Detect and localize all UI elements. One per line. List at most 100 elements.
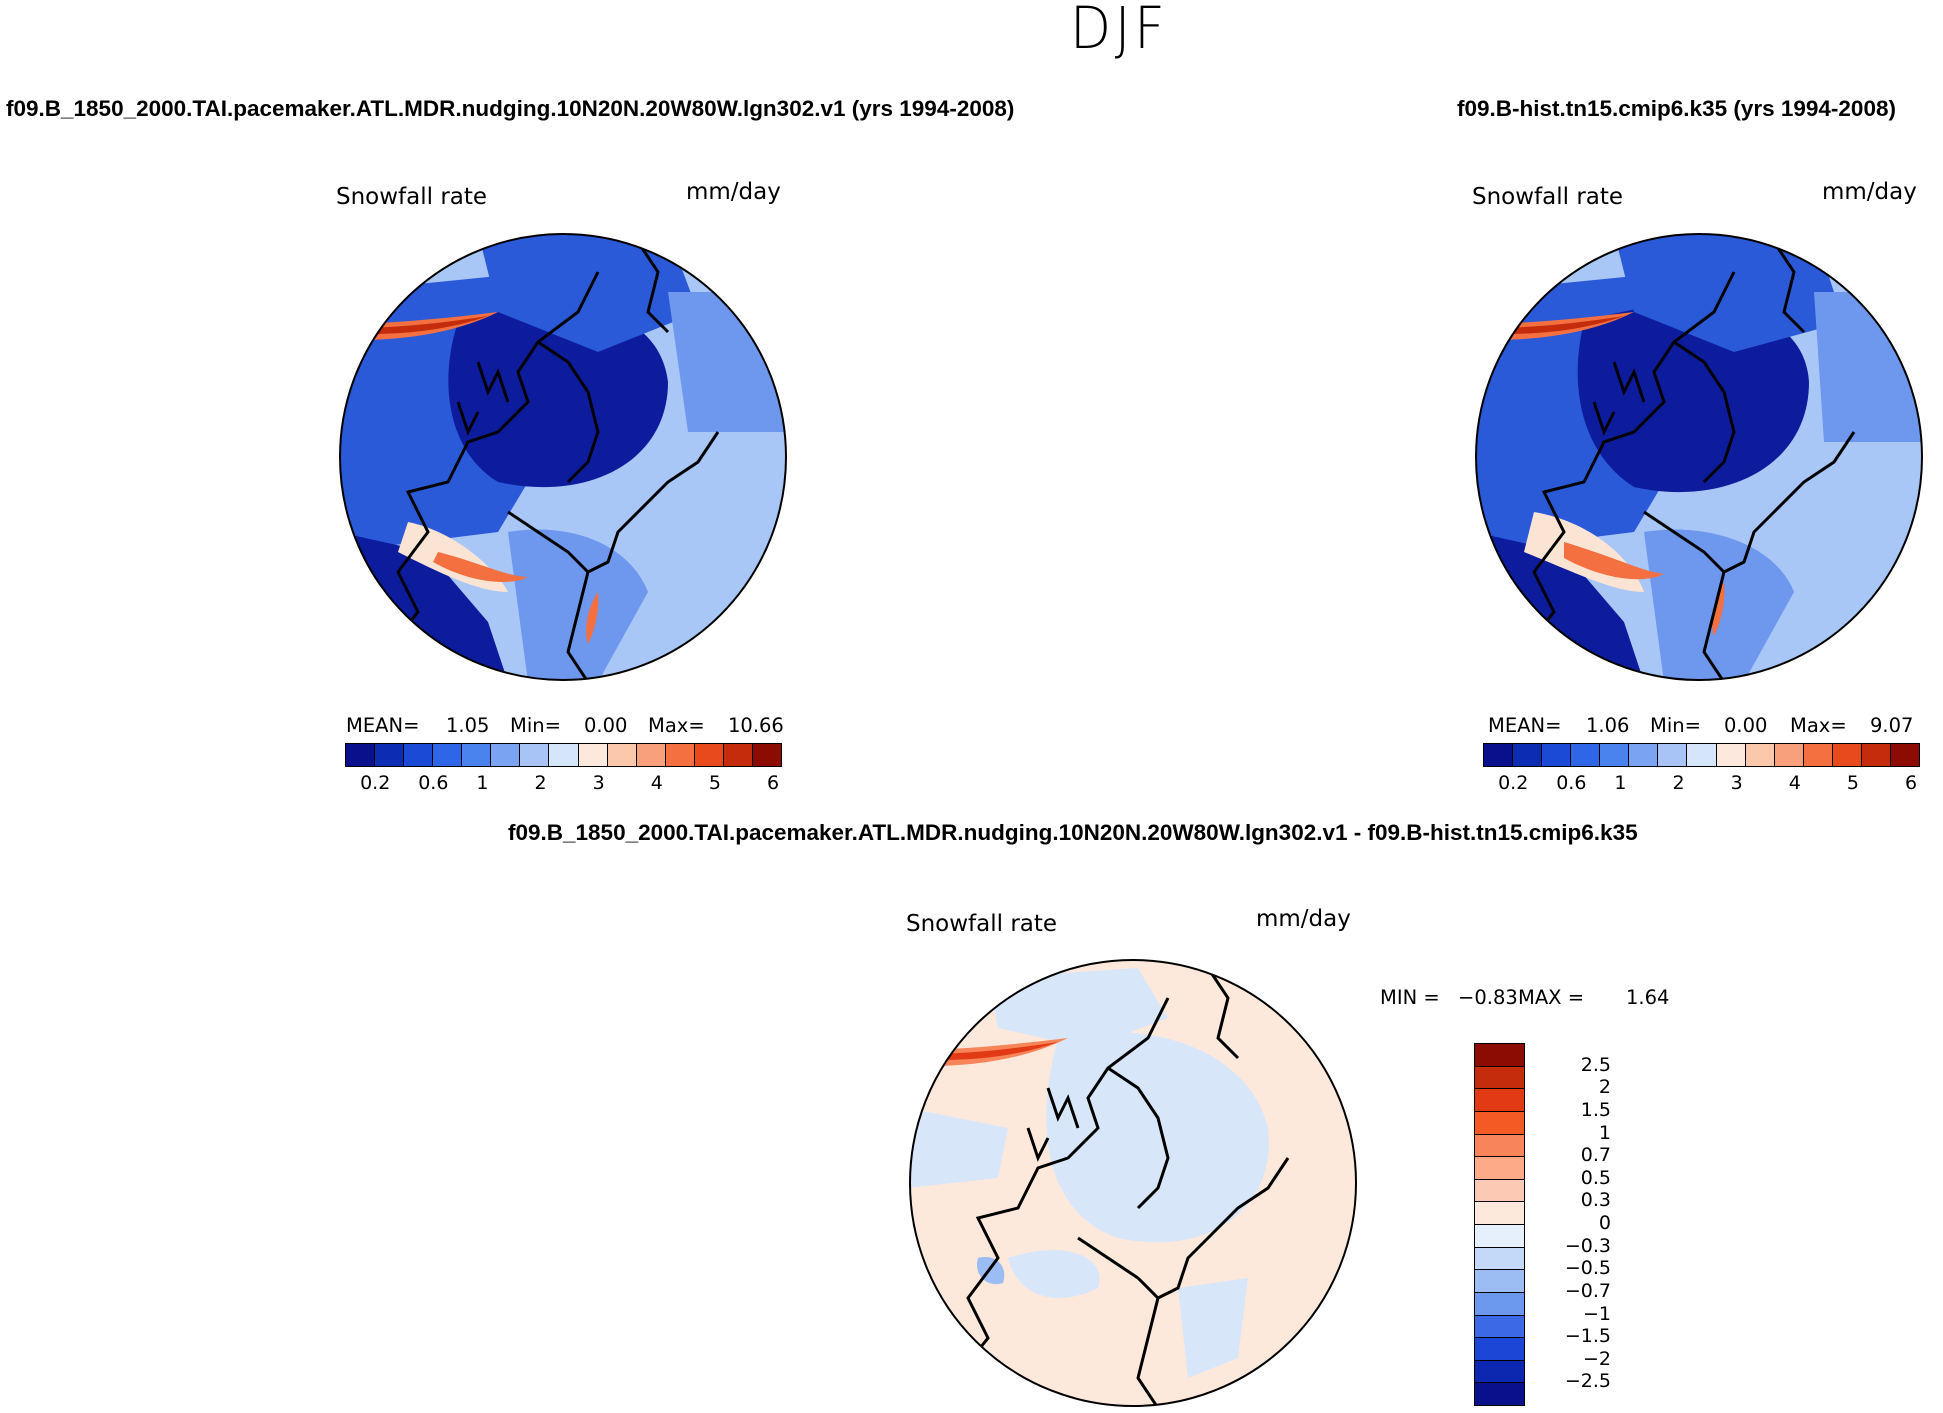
colorbar-tick-label: −1: [1582, 1302, 1611, 1325]
colorbar-swatch: [1541, 743, 1572, 767]
colorbar-tick-label: 4: [650, 772, 663, 794]
colorbar-tick-label: 0.2: [360, 772, 391, 794]
colorbar-swatch: [1860, 743, 1891, 767]
colorbar-swatch: [1802, 743, 1833, 767]
colorbar-tick-label: 0.6: [418, 772, 449, 794]
region-blue-south: [1008, 1249, 1100, 1298]
region-red-pacific: [938, 1042, 1058, 1060]
colorbar-tick-label: 3: [1730, 772, 1743, 794]
difference-variable-label: Snowfall rate: [906, 911, 1058, 937]
coastline: [1512, 241, 1856, 680]
colorbar-swatch: [635, 743, 666, 767]
colorbar-tick-label: 6: [1905, 772, 1918, 794]
colorbar-swatch: [345, 743, 376, 767]
left-min-label: Min=: [510, 714, 561, 737]
colorbar-tick-label: −0.7: [1564, 1279, 1611, 1302]
colorbar-tick-label: 5: [1846, 772, 1859, 794]
colorbar-swatch: [1474, 1337, 1525, 1361]
colorbar-tick-label: 1: [1614, 772, 1627, 794]
colorbar-swatch: [722, 743, 753, 767]
left-min-value: 0.00: [584, 714, 628, 737]
right-min-label: Min=: [1650, 714, 1701, 737]
colorbar-swatch: [664, 743, 695, 767]
colorbar-swatch: [1474, 1269, 1525, 1293]
colorbar-swatch: [1474, 1314, 1525, 1339]
colorbar-tick-label: −2.5: [1564, 1370, 1611, 1393]
region-blue-west: [910, 1108, 1008, 1188]
colorbar-swatch: [1474, 1156, 1525, 1180]
left-variable-label: Snowfall rate: [336, 184, 488, 210]
right-case-title: f09.B-hist.tn15.cmip6.k35 (yrs 1994-2008…: [1457, 96, 1896, 121]
colorbar-tick-label: 0: [1598, 1212, 1611, 1234]
colorbar-swatch: [1474, 1043, 1525, 1067]
difference-colorbar: [1474, 1043, 1525, 1406]
colorbar-swatch: [461, 743, 492, 767]
colorbar-swatch: [548, 743, 579, 767]
difference-case-title: f09.B_1850_2000.TAI.pacemaker.ATL.MDR.nu…: [508, 820, 1638, 845]
right-max-value: 9.07: [1870, 714, 1914, 737]
colorbar-swatch: [1474, 1359, 1525, 1384]
colorbar-swatch: [1474, 1291, 1525, 1316]
region-deep-blue-pole: [1577, 304, 1809, 493]
colorbar-swatch: [577, 743, 608, 767]
left-mean-value: 1.05: [446, 714, 490, 737]
colorbar-tick-label: −0.5: [1564, 1257, 1611, 1280]
colorbar-swatch: [1474, 1065, 1525, 1090]
colorbar-swatch: [1744, 743, 1775, 767]
left-max-label: Max=: [648, 714, 705, 737]
colorbar-swatch: [1474, 1224, 1525, 1248]
colorbar-tick-label: 1: [476, 772, 489, 794]
left-colorbar-ticks: 0.2 0.6 1 2 3 4 5 6: [345, 772, 781, 796]
left-case-title: f09.B_1850_2000.TAI.pacemaker.ATL.MDR.nu…: [6, 96, 1015, 121]
left-colorbar: [345, 743, 782, 767]
left-max-value: 10.66: [728, 714, 784, 737]
colorbar-swatch: [432, 743, 463, 767]
colorbar-tick-label: 2: [1672, 772, 1685, 794]
colorbar-tick-label: 0.6: [1556, 772, 1587, 794]
colorbar-swatch: [1773, 743, 1804, 767]
colorbar-swatch: [1570, 743, 1601, 767]
right-variable-label: Snowfall rate: [1472, 184, 1624, 210]
colorbar-tick-label: 0.3: [1580, 1189, 1611, 1212]
right-units-label: mm/day: [1822, 179, 1917, 205]
difference-min-value: −0.83: [1458, 986, 1518, 1009]
right-polar-map: [1475, 233, 1923, 681]
colorbar-tick-label: 2: [534, 772, 547, 794]
colorbar-swatch: [1889, 743, 1920, 767]
colorbar-swatch: [606, 743, 637, 767]
colorbar-tick-label: 6: [767, 772, 780, 794]
colorbar-swatch: [1686, 743, 1717, 767]
left-units-label: mm/day: [686, 179, 781, 205]
region-orange-norway: [1712, 582, 1725, 636]
colorbar-swatch: [1474, 1382, 1525, 1406]
colorbar-swatch: [751, 743, 782, 767]
region-red-pacific: [1504, 316, 1624, 334]
colorbar-swatch: [1599, 743, 1630, 767]
colorbar-swatch: [1831, 743, 1862, 767]
difference-min-label: MIN =: [1380, 986, 1440, 1009]
colorbar-swatch: [490, 743, 521, 767]
colorbar-swatch: [1715, 743, 1746, 767]
colorbar-swatch: [1483, 743, 1514, 767]
right-min-value: 0.00: [1724, 714, 1768, 737]
colorbar-swatch: [1657, 743, 1688, 767]
colorbar-swatch: [1474, 1178, 1525, 1203]
colorbar-swatch: [1512, 743, 1543, 767]
difference-polar-map: [909, 959, 1357, 1407]
colorbar-tick-label: 2: [1598, 1076, 1611, 1099]
colorbar-tick-label: 0.7: [1580, 1144, 1611, 1167]
coastline: [376, 241, 720, 680]
colorbar-tick-label: 4: [1788, 772, 1801, 794]
left-polar-map: [339, 233, 787, 681]
difference-units-label: mm/day: [1256, 906, 1351, 932]
region-light-blue-ne: [1814, 292, 1922, 442]
right-mean-value: 1.06: [1586, 714, 1630, 737]
region-red-pacific: [368, 316, 488, 334]
region-deep-blue-pole: [448, 306, 668, 488]
colorbar-tick-label: 1: [1598, 1121, 1611, 1144]
right-colorbar-ticks: 0.2 0.6 1 2 3 4 5 6: [1483, 772, 1919, 796]
colorbar-swatch: [1474, 1133, 1525, 1158]
region-orange-norway: [586, 592, 599, 644]
region-blue-north: [988, 968, 1168, 1048]
difference-max-label: MAX =: [1518, 986, 1585, 1009]
